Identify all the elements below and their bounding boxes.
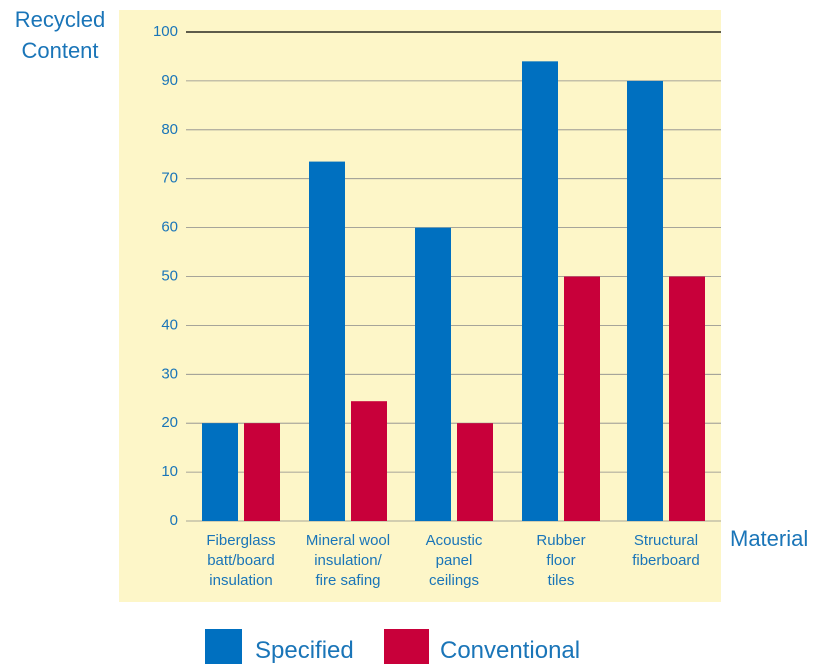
legend-label-conventional: Conventional [440,637,580,664]
legend-label-specified: Specified [255,637,354,664]
bar-specified [415,227,451,521]
x-tick-label: Acoustic [426,532,483,549]
x-tick-label: Rubber [536,532,585,549]
y-tick-label: 0 [170,512,178,529]
bar-specified [309,161,345,521]
x-tick-label: Fiberglass [206,532,275,549]
legend: Specified Conventional [205,629,580,664]
x-tick-label: fire safing [315,572,380,589]
y-tick-label: 100 [153,23,178,40]
y-tick-label: 40 [161,316,178,333]
y-axis-ticks: 0 10 20 30 40 50 60 70 80 90 100 [153,23,178,529]
x-tick-label: floor [546,552,575,569]
bar-specified [202,423,238,521]
x-tick-label: fiberboard [632,552,700,569]
x-tick-label: ceilings [429,572,479,589]
x-axis-categories: Fiberglass batt/board insulation Mineral wo… [206,532,699,589]
legend-swatch-specified [205,629,242,664]
bars [202,61,705,522]
y-tick-label: 80 [161,121,178,138]
bar-conventional [669,276,705,521]
bar-conventional [351,401,387,521]
legend-swatch-conventional [384,629,429,664]
y-tick-label: 10 [161,463,178,480]
x-tick-label: insulation/ [314,552,382,569]
x-tick-label: insulation [209,572,272,589]
y-tick-label: 50 [161,268,178,285]
y-tick-label: 30 [161,365,178,382]
x-tick-label: batt/board [207,552,275,569]
bar-conventional [244,423,280,521]
y-tick-label: 70 [161,170,178,187]
y-tick-label: 60 [161,219,178,236]
x-tick-label: Structural [634,532,698,549]
y-tick-label: 20 [161,414,178,431]
x-tick-label: Mineral wool [306,532,390,549]
x-tick-label: tiles [548,572,575,589]
x-tick-label: panel [436,552,473,569]
x-axis-label: Material [730,526,808,551]
bar-specified [627,80,663,522]
bar-specified [522,61,558,522]
bar-conventional [564,276,600,521]
y-axis-label-line-2: Content [21,38,98,63]
y-axis-label-line-1: Recycled [15,7,105,32]
bar-conventional [457,423,493,521]
y-tick-label: 90 [161,72,178,89]
